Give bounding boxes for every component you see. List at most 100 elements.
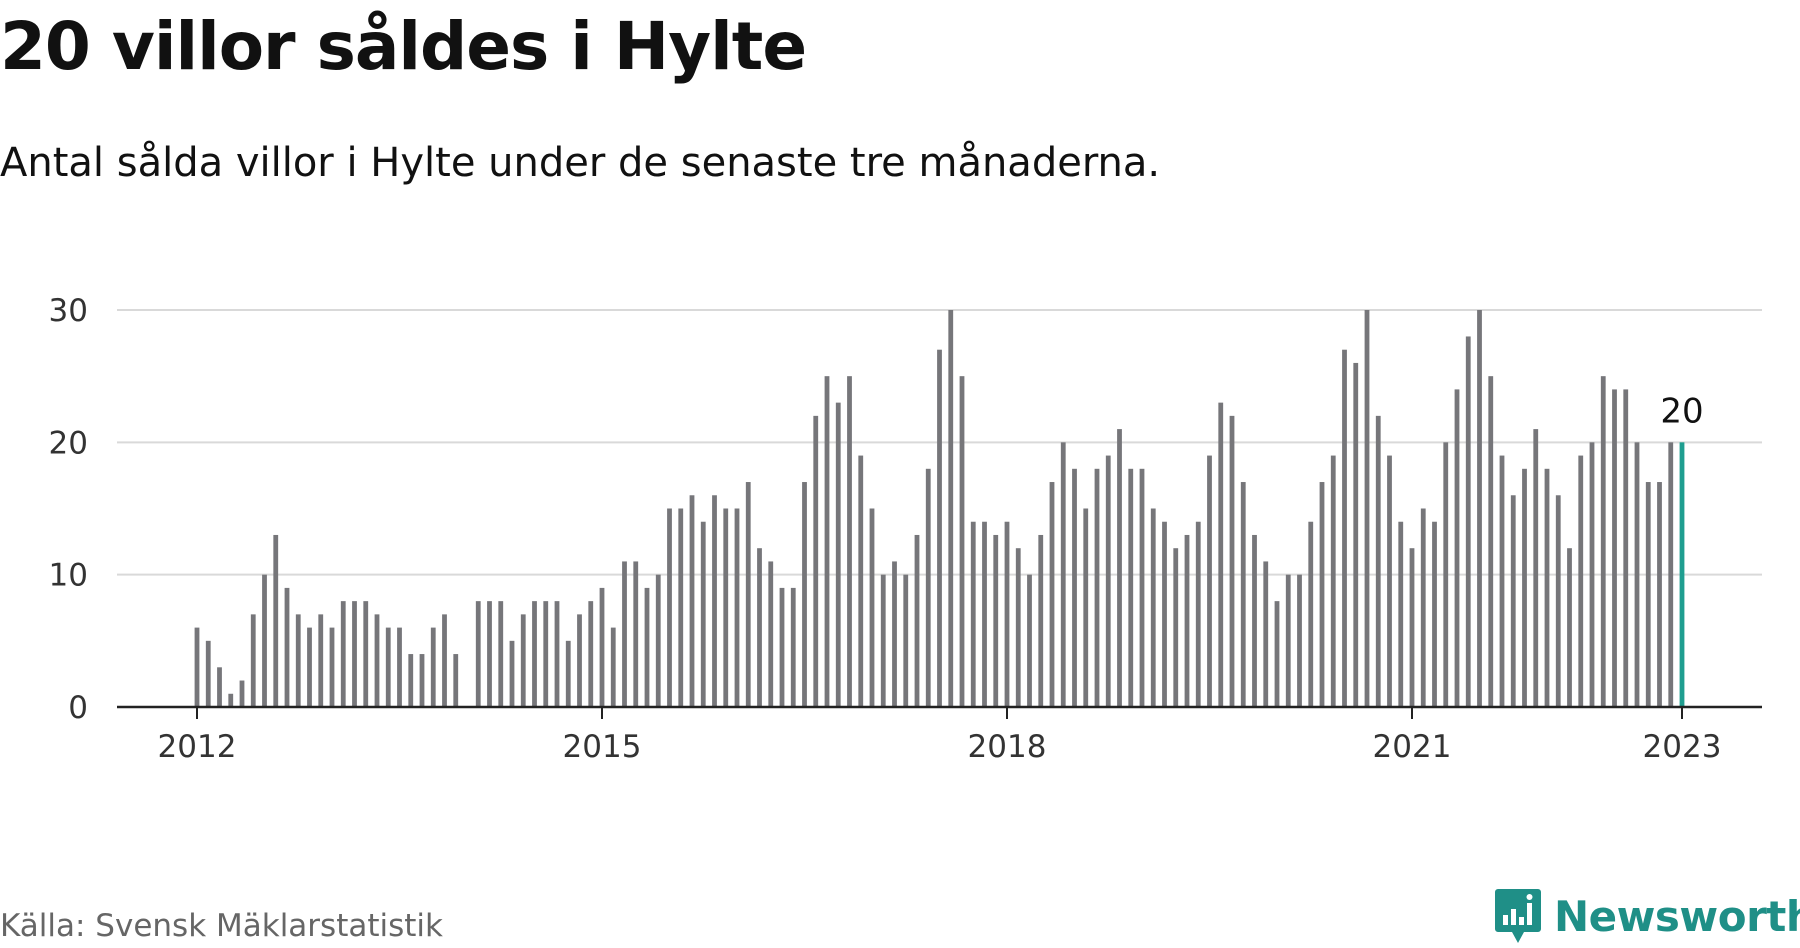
- bar: [1533, 429, 1539, 707]
- x-tick-label: 2012: [158, 729, 237, 765]
- bar: [1634, 442, 1640, 707]
- bar: [1645, 482, 1651, 707]
- bar: [835, 402, 841, 707]
- bar: [993, 534, 999, 707]
- bar: [633, 561, 639, 707]
- bar: [239, 680, 245, 707]
- newsworthy-logo-icon: [1495, 889, 1541, 943]
- bar: [1657, 482, 1662, 707]
- bar: [1330, 455, 1336, 707]
- bar: [1488, 376, 1494, 707]
- bar: [1364, 310, 1370, 707]
- bar: [295, 614, 301, 707]
- bar: [1612, 389, 1617, 707]
- bar: [1285, 574, 1291, 707]
- bar: [914, 534, 920, 707]
- bar: [1432, 521, 1437, 707]
- bar: [374, 614, 380, 707]
- bar: [352, 601, 357, 707]
- bar: [1184, 534, 1190, 707]
- bar: [1499, 455, 1505, 707]
- bar: [622, 561, 627, 707]
- bar: [948, 310, 954, 707]
- bar: [1567, 548, 1572, 707]
- bar: [1454, 389, 1460, 707]
- bar: [284, 587, 290, 707]
- bar: [1578, 455, 1584, 707]
- bar: [262, 574, 267, 707]
- bar: [599, 587, 605, 707]
- bar: [453, 654, 459, 707]
- y-tick-label: 10: [49, 558, 88, 594]
- bar: [1297, 574, 1302, 707]
- bar: [385, 627, 391, 707]
- bar: [892, 561, 897, 707]
- bar: [397, 627, 402, 707]
- bar: [667, 508, 672, 707]
- bar: [1420, 508, 1426, 707]
- bar: [757, 548, 762, 707]
- bar: [1589, 442, 1595, 707]
- source-note: Källa: Svensk Mäklarstatistik: [0, 908, 443, 944]
- bar: [734, 508, 740, 707]
- bar: [959, 376, 965, 707]
- bar: [1139, 468, 1145, 707]
- bar: [554, 601, 560, 707]
- bar: [1600, 376, 1606, 707]
- bar: [1375, 415, 1381, 707]
- bar: [847, 376, 852, 707]
- bar: [1252, 534, 1257, 707]
- bar: [768, 561, 774, 707]
- bar: [1398, 521, 1404, 707]
- newsworthy-logo[interactable]: Newsworthy: [1494, 886, 1800, 946]
- bar: [577, 614, 582, 707]
- bar: [498, 601, 504, 707]
- bar: [1522, 468, 1527, 707]
- bar: [790, 587, 796, 707]
- bar: [700, 521, 706, 707]
- bar: [1083, 508, 1089, 707]
- bar: [487, 601, 492, 707]
- bar: [1218, 402, 1224, 707]
- y-tick-label: 0: [68, 690, 88, 726]
- bar: [937, 349, 942, 707]
- bar: [745, 482, 751, 707]
- bar: [442, 614, 447, 707]
- bar: [1038, 534, 1044, 707]
- bar: [1060, 442, 1066, 707]
- bar: [1027, 574, 1032, 707]
- bar: [419, 654, 425, 707]
- bar: [689, 495, 695, 707]
- bar: [655, 574, 661, 707]
- bar: [925, 468, 931, 707]
- bar: [543, 601, 549, 707]
- bar: [1477, 310, 1482, 707]
- bar: [1319, 482, 1325, 707]
- bar: [408, 654, 414, 707]
- bar: [1173, 548, 1179, 707]
- bar: [610, 627, 616, 707]
- bar: [1387, 455, 1392, 707]
- y-tick-label: 20: [49, 425, 88, 461]
- x-tick-label: 2021: [1373, 729, 1452, 765]
- bar: [1072, 468, 1077, 707]
- bar: [307, 627, 312, 707]
- bar: [678, 508, 684, 707]
- bar: [520, 614, 526, 707]
- bar: [329, 627, 335, 707]
- bar: [1105, 455, 1111, 707]
- bar: [858, 455, 864, 707]
- bar: [205, 640, 211, 707]
- bar: [779, 587, 785, 707]
- bar: [1240, 482, 1246, 707]
- y-tick-label: 30: [49, 293, 88, 329]
- bar: [1443, 442, 1449, 707]
- bar: [1004, 521, 1010, 707]
- logo-text: Newsworthy: [1554, 891, 1800, 941]
- bar: [1150, 508, 1156, 707]
- bar: [644, 587, 650, 707]
- bar: [509, 640, 515, 707]
- bar: [475, 601, 481, 707]
- x-tick-label: 2023: [1643, 729, 1722, 765]
- bar: [1409, 548, 1415, 707]
